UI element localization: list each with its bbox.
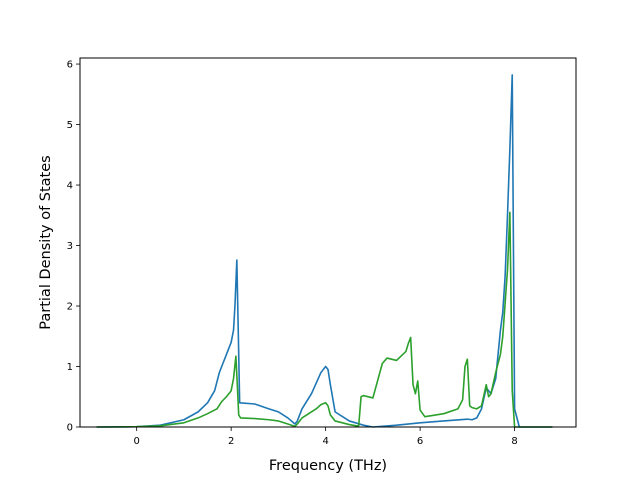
- x-tick-label: 6: [417, 436, 423, 447]
- y-tick-label: 6: [67, 60, 73, 71]
- y-axis-label: Partial Density of States: [38, 155, 54, 329]
- x-axis: 0 2 4 6 8: [133, 427, 518, 447]
- x-tick-label: 4: [322, 436, 328, 447]
- y-tick-label: 0: [67, 423, 73, 434]
- y-tick-label: 3: [67, 241, 73, 252]
- x-tick-label: 2: [228, 436, 234, 447]
- y-tick-label: 1: [67, 362, 73, 373]
- x-tick-label: 8: [511, 436, 517, 447]
- y-tick-label: 2: [67, 302, 73, 313]
- y-axis: 0 1 2 3 4 5 6: [67, 60, 80, 434]
- x-axis-label: Frequency (THz): [269, 458, 387, 474]
- series-layer: [96, 74, 553, 428]
- plot-frame: [79, 57, 577, 428]
- y-tick-label: 5: [67, 120, 73, 131]
- y-tick-label: 4: [67, 181, 73, 192]
- x-tick-label: 0: [133, 436, 139, 447]
- series-line-1: [96, 74, 553, 428]
- series-line-2: [96, 211, 553, 428]
